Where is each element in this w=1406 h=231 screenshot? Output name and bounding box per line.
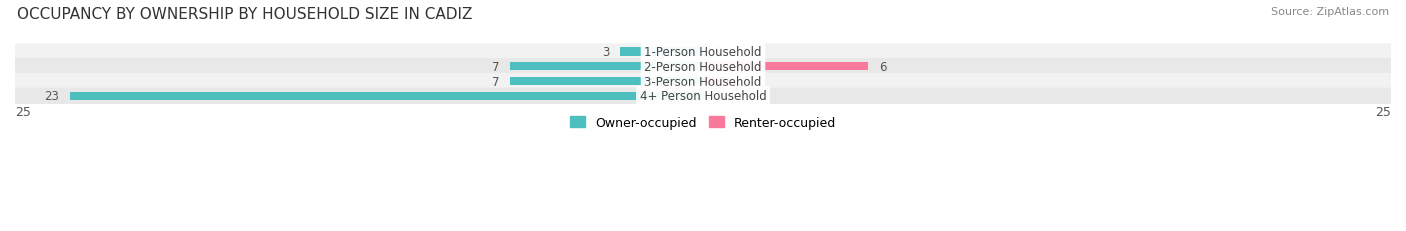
Legend: Owner-occupied, Renter-occupied: Owner-occupied, Renter-occupied: [565, 112, 841, 135]
Text: 7: 7: [492, 75, 499, 88]
Text: OCCUPANCY BY OWNERSHIP BY HOUSEHOLD SIZE IN CADIZ: OCCUPANCY BY OWNERSHIP BY HOUSEHOLD SIZE…: [17, 7, 472, 22]
Text: 3: 3: [602, 46, 609, 59]
Text: 2-Person Household: 2-Person Household: [644, 61, 762, 73]
Text: 25: 25: [1375, 106, 1391, 119]
Text: Source: ZipAtlas.com: Source: ZipAtlas.com: [1271, 7, 1389, 17]
Text: 6: 6: [879, 61, 887, 73]
FancyBboxPatch shape: [0, 59, 1406, 75]
FancyBboxPatch shape: [0, 74, 1406, 90]
FancyBboxPatch shape: [0, 44, 1406, 60]
Text: 0: 0: [714, 90, 721, 103]
Text: 0: 0: [714, 46, 721, 59]
Bar: [620, 48, 703, 56]
Bar: [703, 63, 868, 71]
Text: 1-Person Household: 1-Person Household: [644, 46, 762, 59]
Text: 25: 25: [15, 106, 31, 119]
Text: 3-Person Household: 3-Person Household: [644, 75, 762, 88]
Text: 23: 23: [44, 90, 59, 103]
Bar: [510, 63, 703, 71]
Bar: [703, 78, 731, 86]
Text: 4+ Person Household: 4+ Person Household: [640, 90, 766, 103]
FancyBboxPatch shape: [0, 88, 1406, 104]
Text: 1: 1: [741, 75, 749, 88]
Bar: [70, 92, 703, 100]
Bar: [510, 78, 703, 86]
Text: 7: 7: [492, 61, 499, 73]
